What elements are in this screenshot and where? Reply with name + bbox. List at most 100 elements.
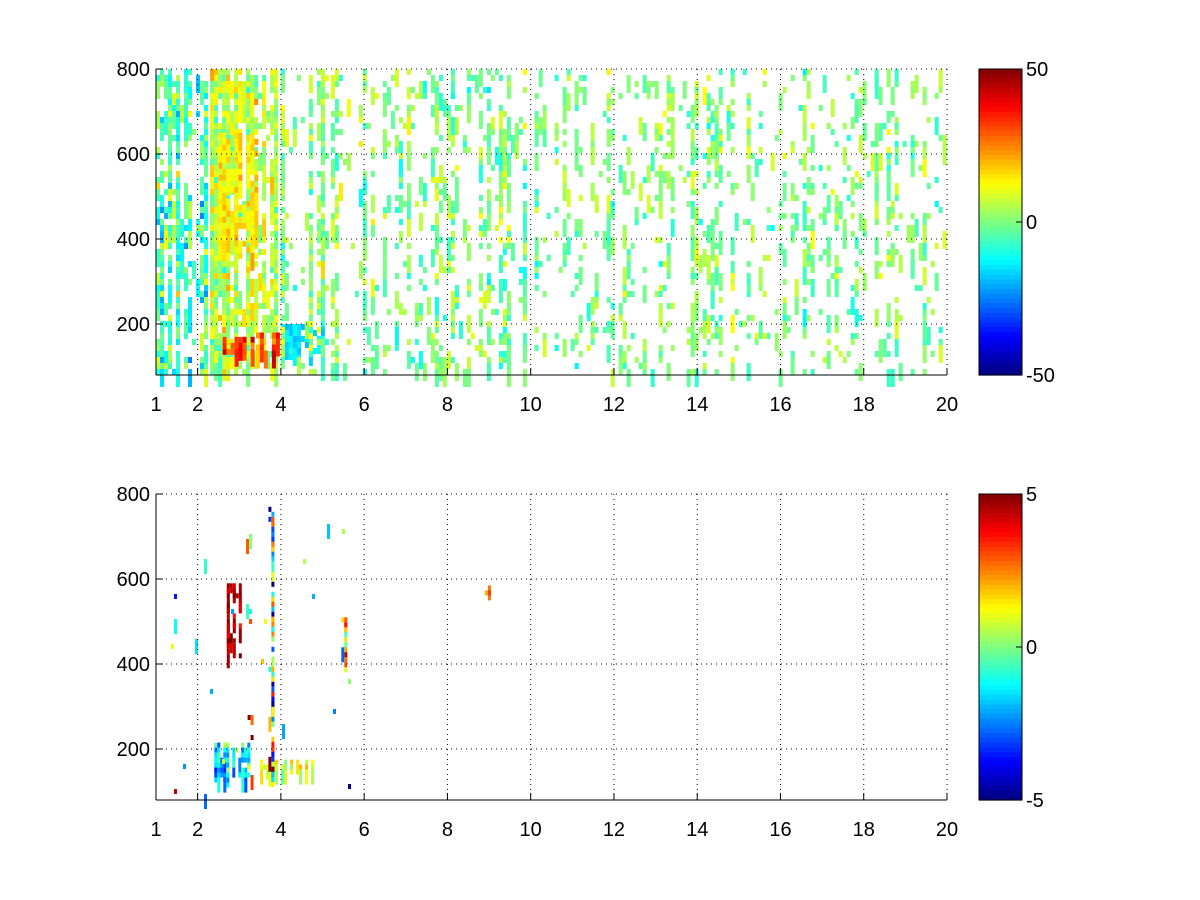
heatmap-cell <box>718 327 723 345</box>
heatmap-cell <box>284 261 289 267</box>
heatmap-cell <box>406 87 411 93</box>
heatmap-cell <box>806 279 811 285</box>
heatmap-cell <box>670 195 675 201</box>
heatmap-cell <box>334 117 339 123</box>
heatmap-cell <box>454 177 459 195</box>
heatmap-cell <box>746 315 751 321</box>
heatmap-cell <box>168 363 172 369</box>
heatmap-cell <box>271 676 275 682</box>
colorbar-segment <box>979 131 1022 137</box>
heatmap-cell <box>320 69 325 87</box>
heatmap-cell <box>250 75 255 81</box>
heatmap-cell <box>694 207 699 225</box>
heatmap-cell <box>886 111 891 117</box>
heatmap-cell <box>822 183 827 189</box>
heatmap-cell <box>234 162 239 169</box>
heatmap-cell <box>850 93 855 99</box>
heatmap-cell <box>874 123 879 129</box>
heatmap-cell <box>250 81 255 99</box>
heatmap-cell <box>320 93 325 99</box>
heatmap-cell <box>210 117 215 123</box>
colorbar-segment <box>979 250 1022 257</box>
colorbar-segment <box>979 336 1022 343</box>
heatmap-cell <box>271 761 275 767</box>
heatmap-cell <box>466 87 471 93</box>
heatmap-cell <box>204 207 208 213</box>
heatmap-cell <box>288 243 293 249</box>
heatmap-cell <box>200 183 204 189</box>
heatmap-cell <box>160 207 164 213</box>
heatmap-cell <box>578 267 583 285</box>
heatmap-cell <box>806 147 811 153</box>
heatmap-cell <box>654 195 659 201</box>
heatmap-cell <box>330 369 335 375</box>
heatmap-cell <box>168 297 172 303</box>
heatmap-cell <box>822 207 827 225</box>
heatmap-cell <box>176 189 180 195</box>
heatmap-cell <box>238 623 242 629</box>
heatmap-cell <box>394 291 399 309</box>
heatmap-cell <box>458 105 463 111</box>
heatmap-cell <box>316 327 321 333</box>
heatmap-cell <box>164 369 168 375</box>
colorbar-segment <box>979 265 1022 271</box>
grid-lines <box>156 493 948 800</box>
heatmap-cell <box>274 273 279 279</box>
heatmap-cell <box>854 369 859 375</box>
heatmap-cell <box>270 309 275 315</box>
heatmap-cell <box>320 195 325 201</box>
heatmap-cell <box>222 210 227 217</box>
heatmap-cell <box>910 147 915 153</box>
heatmap-cell <box>344 627 348 633</box>
heatmap-cell <box>478 285 483 291</box>
heatmap-cell <box>262 219 267 237</box>
heatmap-cell <box>271 636 275 642</box>
heatmap-cell <box>710 279 715 297</box>
heatmap-cell <box>270 201 275 207</box>
heatmap-cell <box>234 342 239 349</box>
x-tick-label: 8 <box>442 819 453 841</box>
heatmap-cell <box>506 291 511 309</box>
heatmap-cell <box>658 165 663 171</box>
heatmap-cell <box>826 237 831 255</box>
heatmap-cell <box>268 506 272 512</box>
colorbar-segment <box>979 594 1022 600</box>
heatmap-cell <box>730 261 735 279</box>
heatmap-cell <box>542 237 547 243</box>
heatmap-cell <box>430 75 435 93</box>
heatmap-cell <box>229 588 233 594</box>
x-tick-label: 1 <box>150 394 161 416</box>
heatmap-cell <box>870 141 875 147</box>
heatmap-cell <box>518 267 523 273</box>
heatmap-cell <box>746 273 751 279</box>
heatmap-cell <box>422 81 427 99</box>
heatmap-cell <box>910 213 915 219</box>
heatmap-cell <box>320 105 325 111</box>
heatmap-cell <box>196 225 200 231</box>
heatmap-cell <box>746 369 751 375</box>
colorbar-segment <box>979 780 1022 787</box>
heatmap-cell <box>486 201 491 219</box>
heatmap-cell <box>410 87 415 93</box>
heatmap-cell <box>370 147 375 153</box>
heatmap-cell <box>506 117 511 135</box>
heatmap-cell <box>934 177 939 183</box>
heatmap-cell <box>230 150 235 157</box>
heatmap-cell <box>422 93 427 99</box>
heatmap-cell <box>266 769 270 775</box>
heatmap-cell <box>223 762 227 768</box>
heatmap-cell <box>542 129 547 147</box>
heatmap-cell <box>838 351 843 357</box>
heatmap-cell <box>782 249 787 267</box>
heatmap-cell <box>284 330 289 336</box>
heatmap-cell <box>271 721 275 727</box>
heatmap-cell <box>910 261 915 279</box>
heatmap-cell <box>218 228 223 235</box>
heatmap-cell <box>223 772 227 778</box>
heatmap-cell <box>218 252 223 259</box>
colorbar-segment <box>979 135 1022 142</box>
heatmap-cell <box>554 231 559 237</box>
heatmap-cell <box>578 75 583 81</box>
heatmap-cell <box>450 201 455 207</box>
heatmap-cell <box>275 764 279 770</box>
